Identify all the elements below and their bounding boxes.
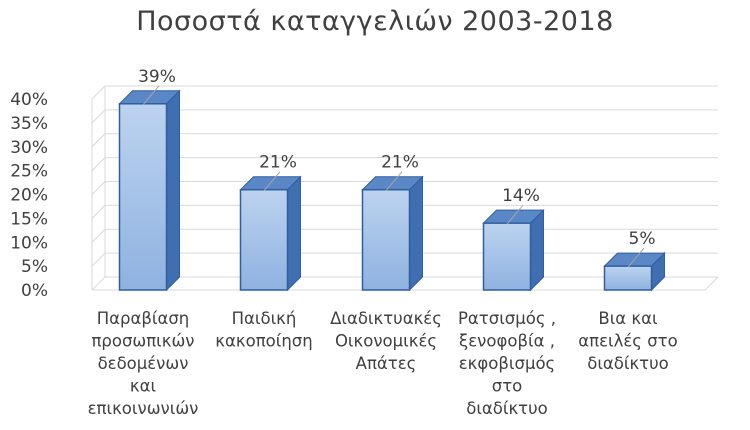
gridline-side — [91, 276, 106, 291]
data-label-leader — [506, 204, 524, 225]
category-label-line: στο — [492, 377, 523, 396]
category-label-line: δεδομένων — [98, 354, 189, 373]
category-label-line: επικοινωνιών — [88, 399, 199, 418]
bar — [118, 89, 181, 292]
gridline-side — [91, 205, 106, 219]
gridline-side — [91, 228, 106, 243]
bar-side-face — [409, 175, 423, 292]
category-label-line: ξενοφοβία , — [459, 332, 555, 351]
chart-title: Ποσοστά καταγγελιών 2003-2018 — [136, 6, 614, 37]
category-label-line: Ρατσισμός , — [458, 309, 556, 328]
bar-front-face — [239, 188, 289, 291]
y-tick-label: 35% — [10, 114, 48, 134]
category-label-line: εκφοβισμός — [459, 354, 555, 373]
gridline-side — [91, 85, 106, 100]
data-labels: 39% 21% 21% 14% 5% — [138, 67, 656, 268]
gridline-side — [91, 109, 106, 124]
category-label: Ρατσισμός , ξενοφοβία , εκφοβισμός στο διαδί… — [458, 309, 556, 418]
bar-front-face — [361, 188, 411, 291]
bar-front-face — [118, 103, 168, 291]
data-label-leader — [385, 171, 403, 192]
bar-side-face — [166, 89, 180, 292]
y-tick-label: 10% — [10, 233, 48, 253]
y-tick-label: 40% — [10, 90, 48, 110]
category-label-line: Απάτες — [356, 354, 417, 373]
y-axis-ticks: 0% 5% 10% 15% 20% 25% 30% 35% 40% — [10, 90, 48, 301]
category-label: Βια και απειλές στο διαδίκτυο — [578, 309, 677, 373]
category-label-line: Παιδική — [232, 309, 297, 328]
bar — [361, 175, 424, 292]
floor-side-line — [704, 276, 719, 291]
y-tick-label: 25% — [10, 162, 48, 182]
category-label-line: Διαδικτυακές — [330, 309, 442, 328]
bar-side-face — [287, 175, 301, 292]
data-label: 21% — [381, 153, 419, 173]
data-label-leader — [263, 171, 281, 192]
y-tick-label: 20% — [10, 186, 48, 206]
data-label-leader — [627, 247, 645, 268]
category-label-line: διαδίκτυο — [587, 354, 669, 373]
bar — [239, 175, 302, 292]
gridline-side — [91, 181, 106, 195]
bar-front-face — [482, 222, 532, 291]
y-tick-label: 15% — [10, 209, 48, 229]
bar-side-face — [530, 208, 544, 292]
gridline-side — [91, 252, 106, 267]
category-labels: Παραβίαση προσωπικών δεδομένων και επικοινων… — [88, 309, 678, 418]
data-label: 14% — [502, 186, 540, 206]
data-label: 39% — [138, 67, 176, 87]
bar — [482, 208, 545, 292]
category-label: Παιδική κακοποίηση — [215, 309, 312, 351]
category-label: Διαδικτυακές Οικονομικές Απάτες — [330, 309, 442, 373]
category-label-line: Οικονομικές — [335, 332, 437, 351]
data-label: 21% — [259, 153, 297, 173]
gridline-side — [91, 157, 106, 171]
gridline-side — [91, 133, 106, 148]
category-label-line: διαδίκτυο — [466, 399, 548, 418]
y-tick-label: 5% — [21, 257, 48, 277]
bars — [118, 89, 666, 292]
y-tick-label: 30% — [10, 138, 48, 158]
y-tick-label: 0% — [21, 281, 48, 301]
category-label-line: απειλές στο — [578, 332, 677, 351]
category-label: Παραβίαση προσωπικών δεδομένων και επικοινων… — [88, 309, 199, 418]
category-label-line: κακοποίηση — [215, 332, 312, 351]
category-label-line: και — [130, 377, 157, 396]
category-label-line: προσωπικών — [91, 332, 194, 351]
category-label-line: Παραβίαση — [97, 309, 190, 328]
data-label-leader — [142, 85, 160, 106]
bar-front-face — [603, 265, 653, 291]
data-label: 5% — [629, 229, 656, 249]
category-label-line: Βια και — [598, 309, 658, 328]
